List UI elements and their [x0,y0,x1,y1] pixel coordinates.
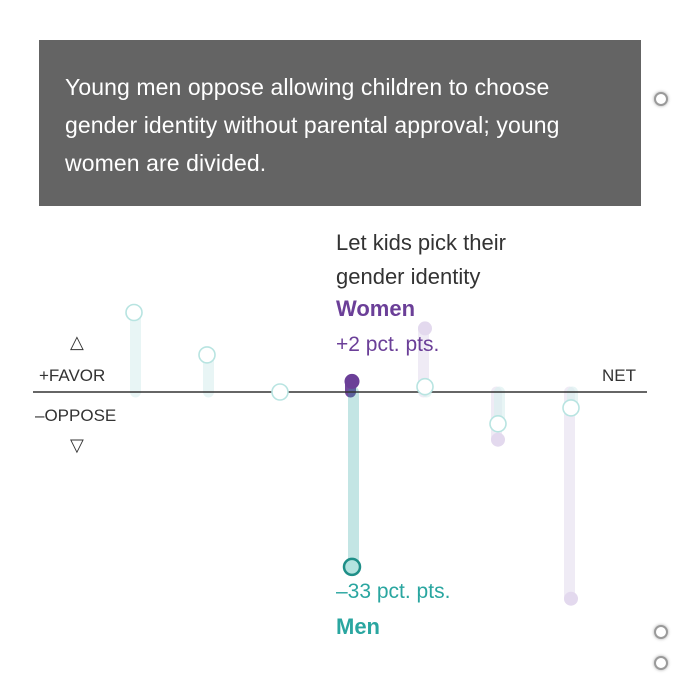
favor-label: +FAVOR [39,366,106,385]
women-dot-6 [564,591,578,606]
men-label: Men [336,614,380,639]
women-label: Women [336,296,416,321]
men-dot-1 [198,346,216,364]
highlight-title-line-2: gender identity [336,264,481,289]
women-dot-5 [491,432,505,447]
men-dot-6 [562,399,580,417]
men-value: –33 pct. pts. [336,580,451,603]
women-dot-3 [344,373,360,389]
scroll-step-dot-2[interactable] [654,625,668,639]
net-axis-label: NET [602,366,636,385]
men-dot-4 [416,377,434,396]
men-dot-0 [125,303,143,322]
down-triangle-icon: ▽ [70,435,84,455]
oppose-label: –OPPOSE [35,406,117,425]
highlight-title-line-1: Let kids pick their [336,230,506,255]
women-value: +2 pct. pts. [336,333,440,356]
scroll-step-dot-3[interactable] [654,656,668,670]
men-dot-5 [489,414,507,433]
men-dot-3 [342,557,362,577]
up-triangle-icon: △ [70,332,84,352]
women-dot-4 [418,321,432,336]
chart-caption: Young men oppose allowing children to ch… [39,40,641,206]
men-dot-2 [271,383,289,401]
highlight-title: Let kids pick their gender identity [336,226,506,294]
scroll-step-dot-1[interactable] [654,92,668,106]
